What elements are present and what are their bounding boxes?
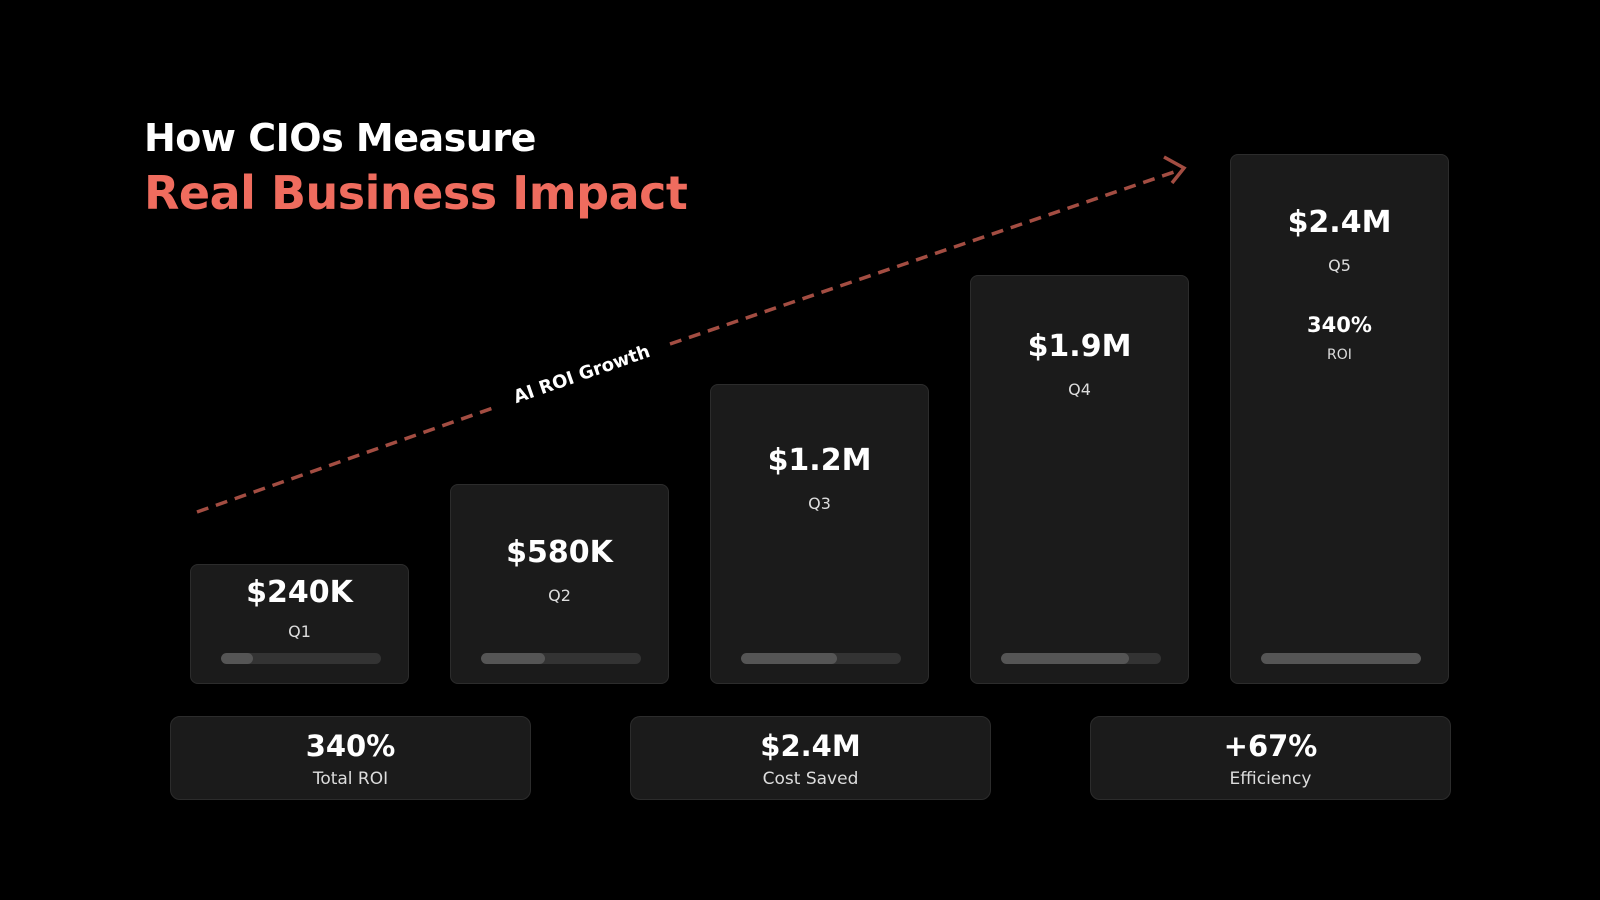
progress-track <box>1261 653 1421 664</box>
card: $1.9M Q4 <box>970 275 1189 684</box>
progress-track <box>1001 653 1161 664</box>
stat-label: Efficiency <box>1229 769 1312 789</box>
subtitle: Real Business Impact <box>144 166 688 220</box>
stat-label: Total ROI <box>312 769 389 789</box>
trend-label: AI ROI Growth <box>511 341 653 408</box>
card-value: $580K <box>506 535 613 570</box>
card-label: Q4 <box>1068 380 1091 399</box>
card: $2.4M Q5 340% ROI <box>1230 154 1449 684</box>
card: $580K Q2 <box>450 484 669 684</box>
stat-label: Cost Saved <box>762 769 859 789</box>
card-extra-value: 340% <box>1307 313 1372 337</box>
stat-value: $2.4M <box>760 729 861 763</box>
card-label: Q5 <box>1328 256 1351 275</box>
card-label: Q1 <box>288 622 311 641</box>
progress-fill <box>741 653 837 664</box>
stat-card: 340% Total ROI <box>170 716 531 800</box>
card-value: $240K <box>246 575 353 610</box>
stat-value: 340% <box>305 729 396 763</box>
card: $240K Q1 <box>190 564 409 684</box>
progress-fill <box>221 653 253 664</box>
card-label: Q2 <box>548 586 571 605</box>
progress-fill <box>1001 653 1129 664</box>
progress-track <box>481 653 641 664</box>
card: $1.2M Q3 <box>710 384 929 684</box>
progress-track <box>221 653 381 664</box>
card-label: Q3 <box>808 494 831 513</box>
title: How CIOs Measure <box>144 116 536 160</box>
progress-fill <box>1261 653 1421 664</box>
stat-card: $2.4M Cost Saved <box>630 716 991 800</box>
progress-track <box>741 653 901 664</box>
progress-fill <box>481 653 545 664</box>
stat-value: +67% <box>1223 729 1318 763</box>
card-value: $1.2M <box>767 443 872 478</box>
stat-card: +67% Efficiency <box>1090 716 1451 800</box>
card-value: $2.4M <box>1287 205 1392 240</box>
card-value: $1.9M <box>1027 329 1132 364</box>
card-extra-label: ROI <box>1327 347 1352 363</box>
